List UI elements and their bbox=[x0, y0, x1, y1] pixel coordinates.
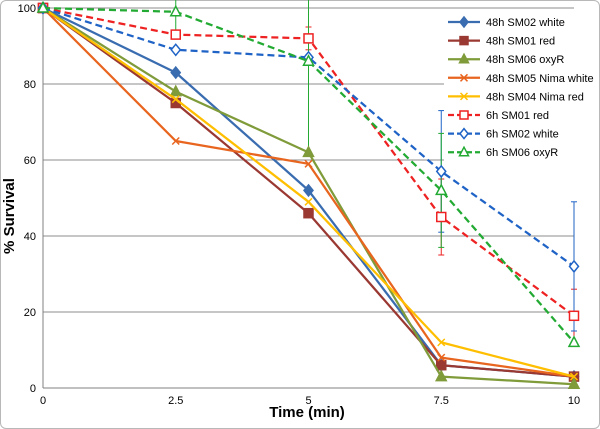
data-point bbox=[567, 377, 581, 389]
legend-swatch-marker bbox=[459, 92, 469, 101]
legend-entry-label: 48h SM02 white bbox=[486, 17, 565, 29]
legend-entry-label: 48h SM05 Nima white bbox=[486, 73, 594, 85]
legend-swatch-marker bbox=[459, 110, 469, 120]
y-tick-label: 100 bbox=[18, 3, 36, 15]
legend-swatch-marker bbox=[459, 35, 469, 46]
data-point bbox=[568, 310, 580, 322]
legend-swatch-marker bbox=[458, 52, 470, 64]
y-tick-label: 80 bbox=[24, 79, 36, 91]
x-tick-label: 0 bbox=[40, 395, 46, 407]
data-point bbox=[36, 0, 50, 13]
data-point bbox=[170, 43, 182, 57]
data-point bbox=[435, 369, 448, 382]
data-point bbox=[170, 29, 181, 40]
data-point bbox=[437, 353, 446, 362]
x-tick-label: 7.5 bbox=[434, 395, 449, 407]
x-tick-label: 5 bbox=[305, 395, 311, 407]
x-tick-label: 10 bbox=[568, 395, 580, 407]
series-line-7 bbox=[42, 6, 575, 268]
series-line-8 bbox=[42, 6, 575, 344]
x-tick-label: 2.5 bbox=[168, 395, 183, 407]
data-point bbox=[435, 164, 447, 179]
data-point bbox=[568, 259, 580, 274]
data-point bbox=[302, 54, 315, 66]
data-point bbox=[304, 197, 313, 206]
legend: 48h SM02 white 48h SM01 red 48h SM06 oxyR 4… bbox=[444, 12, 594, 167]
x-axis-title: Time (min) bbox=[269, 404, 345, 421]
data-point bbox=[436, 359, 447, 371]
y-tick-label: 20 bbox=[24, 307, 36, 319]
data-point bbox=[171, 95, 180, 104]
legend-entry-label: 48h SM04 Nima red bbox=[486, 91, 584, 103]
y-axis-title: % Survival bbox=[1, 178, 18, 254]
data-point bbox=[169, 84, 182, 97]
legend-entry-label: 6h SM02 white bbox=[486, 129, 559, 141]
series-lines bbox=[36, 0, 581, 389]
data-point bbox=[303, 33, 314, 44]
data-point bbox=[302, 145, 315, 158]
data-point bbox=[435, 183, 448, 196]
data-point bbox=[436, 211, 447, 223]
legend-entry-label: 6h SM06 oxyR bbox=[486, 147, 558, 159]
data-point bbox=[303, 207, 314, 219]
data-point bbox=[170, 65, 182, 80]
data-point bbox=[437, 338, 446, 347]
data-point bbox=[169, 4, 182, 17]
y-tick-label: 40 bbox=[24, 231, 36, 243]
y-tick-label: 0 bbox=[30, 383, 36, 395]
data-point bbox=[304, 159, 313, 168]
legend-entry-label: 48h SM06 oxyR bbox=[486, 54, 564, 66]
legend-entry-label: 6h SM01 red bbox=[486, 110, 549, 122]
data-point bbox=[569, 372, 579, 381]
data-point bbox=[303, 183, 314, 198]
y-tick-label: 60 bbox=[24, 155, 36, 167]
legend-swatch-marker bbox=[459, 73, 469, 82]
tick-labels: 0 20 40 60 80 100 0 2.5 5 7.5 10 bbox=[18, 3, 580, 407]
legend-swatch-marker bbox=[459, 127, 469, 140]
data-point bbox=[567, 335, 581, 348]
axes bbox=[42, 8, 574, 389]
legend-swatch-marker bbox=[459, 15, 469, 29]
data-point bbox=[171, 136, 180, 146]
legend-swatch-marker bbox=[458, 145, 470, 157]
legend-entry-label: 48h SM01 red bbox=[486, 36, 555, 48]
